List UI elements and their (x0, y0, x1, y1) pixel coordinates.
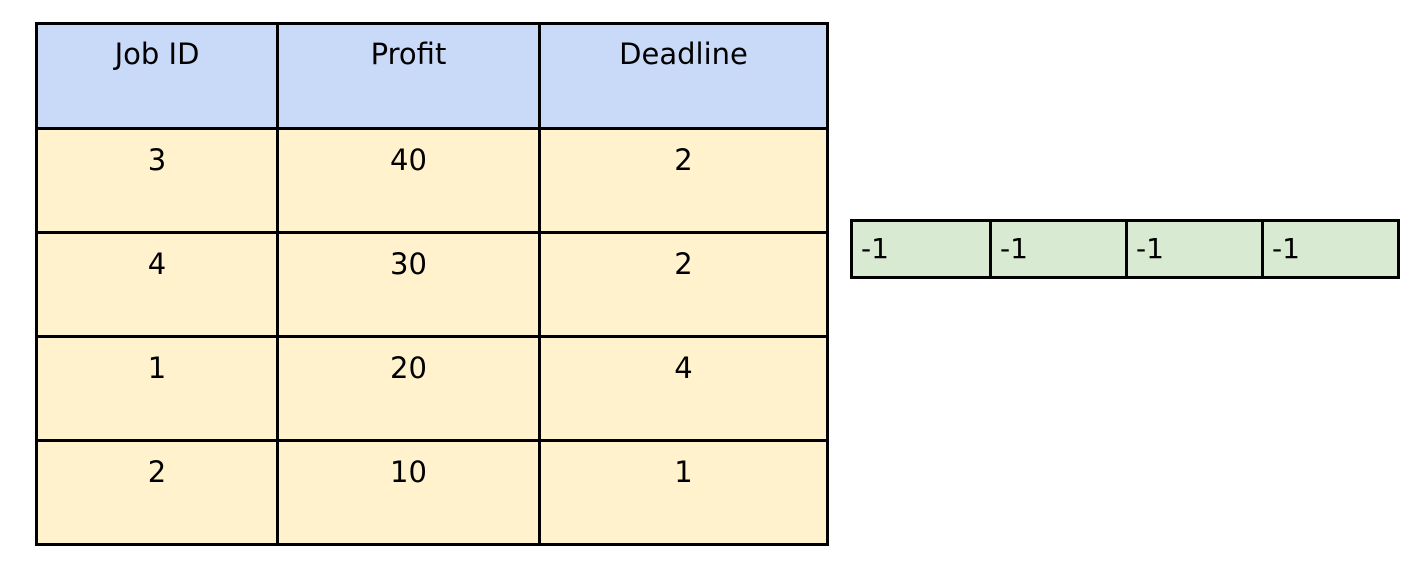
cell-job-id: 4 (35, 231, 279, 338)
header-profit: Profit (276, 22, 541, 130)
table-row: 3 40 2 (35, 127, 829, 234)
cell-job-id: 3 (35, 127, 279, 234)
cell-profit: 30 (276, 231, 541, 338)
cell-deadline: 2 (538, 231, 829, 338)
cell-deadline: 2 (538, 127, 829, 234)
cell-profit: 40 (276, 127, 541, 234)
slot-cell: -1 (989, 222, 1125, 276)
header-job-id: Job ID (35, 22, 279, 130)
cell-deadline: 4 (538, 335, 829, 442)
job-table: Job ID Profit Deadline 3 40 2 4 30 2 1 2… (35, 22, 829, 546)
cell-deadline: 1 (538, 439, 829, 546)
cell-profit: 20 (276, 335, 541, 442)
table-row: 2 10 1 (35, 439, 829, 546)
slot-cell: -1 (861, 232, 889, 265)
table-row: 1 20 4 (35, 335, 829, 442)
slot-array: -1 -1 -1 -1 (850, 219, 1400, 279)
table-header-row: Job ID Profit Deadline (35, 22, 829, 130)
slot-cell: -1 (1261, 222, 1397, 276)
table-row: 4 30 2 (35, 231, 829, 338)
cell-job-id: 1 (35, 335, 279, 442)
cell-job-id: 2 (35, 439, 279, 546)
cell-profit: 10 (276, 439, 541, 546)
slot-cell: -1 (1125, 222, 1261, 276)
header-deadline: Deadline (538, 22, 829, 130)
